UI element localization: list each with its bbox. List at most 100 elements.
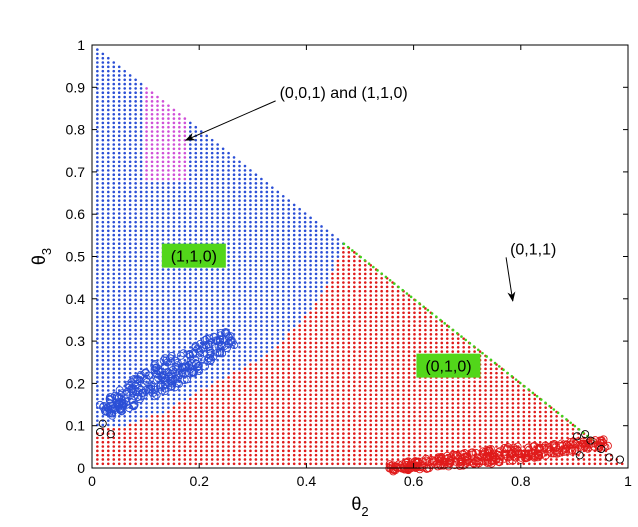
red-dot: [271, 350, 274, 353]
red-dot: [424, 419, 427, 422]
blue-dot: [292, 251, 296, 254]
red-dot: [161, 462, 165, 466]
red-dot: [413, 410, 416, 414]
blue-dot: [227, 315, 230, 319]
blue-dot: [325, 259, 329, 263]
red-dot: [281, 358, 285, 362]
red-dot: [473, 406, 476, 409]
red-dot: [347, 402, 351, 405]
red-dot: [232, 419, 236, 422]
blue-dot: [271, 268, 274, 271]
red-dot: [369, 410, 373, 414]
red-dot: [134, 458, 137, 461]
red-dot: [123, 436, 126, 440]
blue-dot: [117, 82, 121, 86]
blue-dot: [292, 233, 296, 237]
red-dot: [320, 350, 323, 353]
blue-dot: [325, 255, 329, 258]
red-dot: [96, 436, 99, 440]
red-dot: [413, 397, 416, 401]
blue-dot: [260, 186, 263, 189]
red-dot: [582, 458, 586, 461]
blue-dot: [189, 320, 192, 323]
blue-dot: [243, 333, 247, 336]
red-dot: [435, 445, 438, 448]
red-dot: [303, 333, 307, 336]
red-dot: [314, 402, 318, 405]
red-dot: [314, 311, 318, 315]
red-dot: [336, 384, 340, 388]
magenta-dot: [145, 160, 148, 164]
red-dot: [358, 264, 362, 267]
red-dot: [462, 337, 465, 340]
red-dot: [221, 393, 225, 397]
magenta-dot: [161, 134, 165, 138]
red-dot: [96, 462, 99, 466]
blue-dot: [189, 380, 192, 384]
magenta-dot: [145, 177, 148, 181]
blue-dot: [271, 294, 274, 297]
blue-dot: [96, 125, 99, 129]
red-dot: [489, 389, 493, 392]
blue-dot: [292, 216, 296, 220]
blue-dot: [134, 156, 137, 159]
magenta-dot: [167, 117, 170, 120]
red-dot: [407, 302, 411, 306]
blue-dot: [210, 307, 214, 310]
red-dot: [216, 445, 219, 448]
red-dot: [374, 363, 378, 366]
red-dot: [353, 453, 356, 457]
red-dot: [353, 376, 356, 379]
blue-dot: [117, 130, 121, 133]
blue-dot: [150, 255, 154, 258]
blue-dot: [325, 242, 329, 246]
blue-dot: [254, 345, 258, 349]
blue-dot: [199, 143, 203, 146]
red-dot: [353, 259, 356, 263]
blue-dot: [123, 100, 126, 103]
red-dot: [325, 453, 329, 457]
blue-circle-marker: [129, 401, 139, 411]
blue-dot: [254, 190, 258, 194]
blue-dot: [314, 251, 318, 254]
red-dot: [221, 445, 225, 448]
red-dot: [424, 423, 427, 427]
blue-dot: [194, 229, 198, 233]
red-dot: [249, 419, 252, 422]
blue-dot: [227, 156, 230, 159]
red-dot: [265, 371, 269, 375]
red-dot: [303, 393, 307, 397]
red-dot: [331, 458, 334, 461]
blue-dot: [117, 337, 121, 340]
red-dot: [413, 333, 416, 336]
red-dot: [369, 285, 373, 289]
blue-dot: [243, 233, 247, 237]
red-dot: [407, 350, 411, 353]
blue-dot: [101, 186, 105, 189]
red-dot: [303, 440, 307, 444]
blue-dot: [178, 276, 181, 280]
blue-dot: [123, 259, 126, 263]
blue-dot: [298, 255, 301, 258]
red-dot: [320, 376, 323, 379]
red-dot: [205, 415, 208, 418]
blue-dot: [112, 125, 116, 129]
blue-dot: [238, 225, 241, 228]
red-dot: [227, 397, 230, 401]
blue-dot: [292, 302, 296, 306]
blue-dot: [139, 410, 143, 414]
red-dot: [227, 389, 230, 392]
blue-dot: [112, 251, 116, 254]
blue-dot: [106, 164, 110, 168]
blue-dot: [314, 242, 318, 246]
red-dot: [358, 363, 362, 366]
red-dot: [402, 307, 405, 310]
blue-dot: [128, 225, 132, 228]
red-dot: [183, 406, 187, 409]
blue-dot: [249, 272, 252, 276]
red-dot: [101, 440, 105, 444]
blue-dot: [227, 259, 230, 263]
blue-dot: [128, 272, 132, 276]
blue-dot: [167, 207, 170, 211]
blue-dot: [216, 272, 219, 276]
